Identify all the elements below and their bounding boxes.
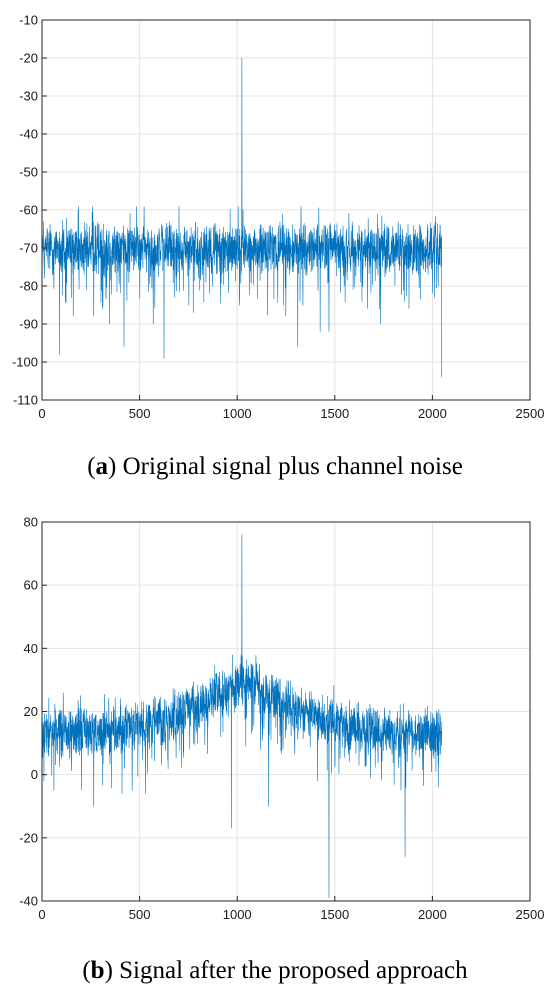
y-tick-label: -80 <box>19 279 38 294</box>
x-tick-label: 2000 <box>418 406 447 420</box>
grid <box>41 19 531 401</box>
y-tick-label: -40 <box>19 127 38 142</box>
x-tick-label: 2500 <box>516 406 545 420</box>
y-tick-label: 40 <box>24 641 38 656</box>
y-tick-label: -10 <box>19 13 38 28</box>
y-tick-label: -60 <box>19 203 38 218</box>
y-tick-label: -100 <box>12 355 38 370</box>
caption-b: (b) Signal after the proposed approach <box>82 957 468 984</box>
x-tick-label: 1500 <box>320 406 349 420</box>
y-tick-label: 60 <box>24 578 38 593</box>
series-line <box>41 534 443 898</box>
y-tick-label: -30 <box>19 89 38 104</box>
y-tick-label: -70 <box>19 241 38 256</box>
y-tick-label: -110 <box>13 393 38 408</box>
x-tick-label: 0 <box>38 406 45 420</box>
x-tick-label: 2500 <box>516 907 545 922</box>
y-tick-label: -20 <box>19 830 38 845</box>
caption-a: (a) Original signal plus channel noise <box>87 453 463 480</box>
y-tick-label: 80 <box>24 515 38 530</box>
x-tick-label: 0 <box>38 907 45 922</box>
y-tick-label: 0 <box>31 767 38 782</box>
y-tick-label: -50 <box>19 165 38 180</box>
y-tick-label: -40 <box>19 894 38 909</box>
x-tick-label: 500 <box>129 907 151 922</box>
x-tick-label: 1500 <box>320 907 349 922</box>
y-tick-label: -90 <box>19 317 38 332</box>
x-tick-label: 1000 <box>223 907 252 922</box>
x-tick-label: 1000 <box>223 406 252 420</box>
y-tick-label: 20 <box>24 704 38 719</box>
y-tick-label: -20 <box>19 51 38 66</box>
chart-processed-signal: 0 500 1000 1500 2000 2500 -40 -20 0 20 40 60 80 <box>19 515 545 923</box>
series-line <box>41 57 443 378</box>
x-tick-label: 500 <box>129 406 151 420</box>
chart-original-signal: 0 500 1000 1500 2000 2500 -110 -100 -90 -80 -70 -60… <box>12 13 545 421</box>
x-tick-label: 2000 <box>418 907 447 922</box>
